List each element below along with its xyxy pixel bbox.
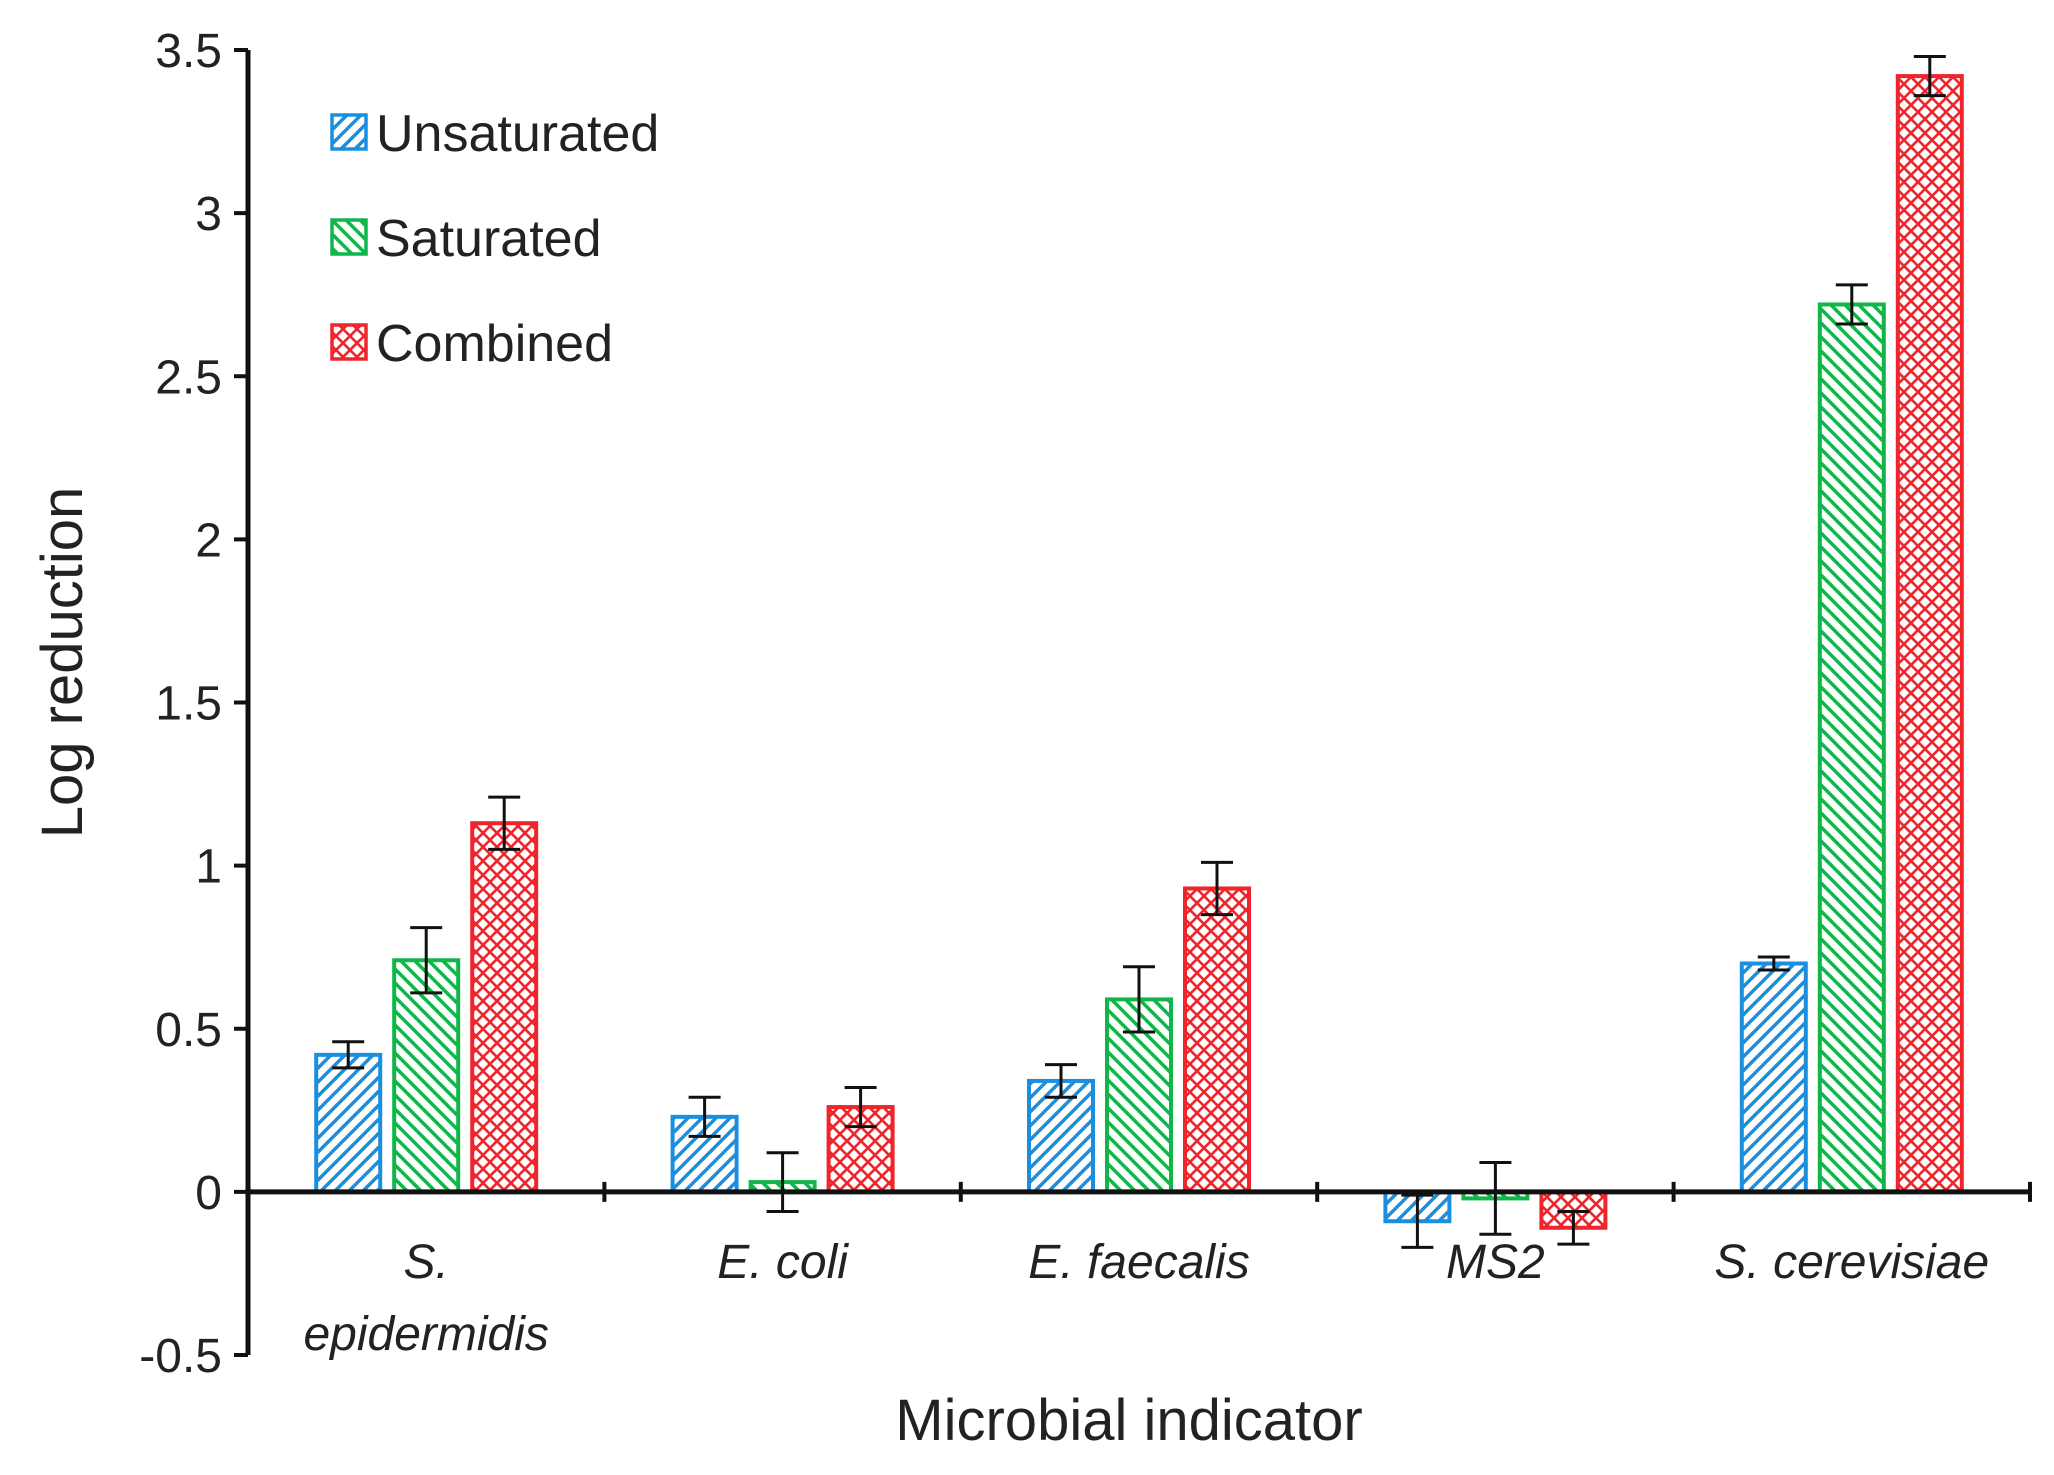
labels-layer: -0.5 0 0.5 1 1.5 2 2.5 3 3.5 S. epidermidis E. coli… [30,25,1989,1453]
bar-unsaturated-4 [1739,961,1808,1194]
error-bar-saturated-3 [1479,1161,1512,1236]
y-axis-title: Log reduction [30,487,95,838]
y-tick-label: 2 [195,514,222,567]
bar-combined-0 [470,821,539,1194]
y-tick-label: 1 [195,841,222,894]
x-category-label: S. [404,1236,449,1289]
legend-swatch-combined [330,323,368,361]
y-tick-label: 0.5 [155,1004,222,1057]
y-tick-label: 3 [195,188,222,241]
legend-label-combined: Combined [376,315,613,373]
error-bar-combined-1 [844,1085,877,1129]
error-bar-saturated-4 [1835,283,1868,326]
error-bar-saturated-1 [766,1151,799,1213]
error-bar-combined-2 [1201,860,1233,917]
x-category-label: epidermidis [303,1308,548,1361]
error-bar-saturated-0 [410,926,443,995]
y-tick-label: 3.5 [155,25,222,78]
legend-label-saturated: Saturated [376,210,602,268]
x-category-label: MS2 [1446,1236,1545,1289]
error-bar-combined-3 [1557,1209,1590,1246]
legend-swatch-saturated [330,218,368,256]
x-category-label: E. faecalis [1028,1236,1249,1289]
x-category-label: E. coli [717,1236,849,1289]
legend: Unsaturated Saturated Combined [330,105,659,373]
bar-unsaturated-1 [670,1114,739,1194]
x-axis-title: Microbial indicator [895,1388,1362,1453]
bar-combined-4 [1895,74,1964,1194]
error-bar-combined-0 [488,795,521,851]
legend-label-unsaturated: Unsaturated [376,105,659,163]
y-tick-label: -0.5 [139,1330,222,1383]
y-tick-label: 1.5 [155,678,222,731]
bar-saturated-4 [1817,302,1886,1194]
error-bars-layer [332,55,1946,1249]
x-category-label: S. cerevisiae [1714,1236,1989,1289]
error-bar-saturated-2 [1123,965,1155,1034]
error-bar-unsaturated-4 [1757,955,1790,972]
bar-unsaturated-0 [314,1052,383,1194]
y-tick-label: 0 [195,1167,222,1220]
axes-layer [234,48,2032,1357]
error-bar-combined-4 [1913,55,1946,98]
bar-unsaturated-2 [1027,1078,1095,1194]
error-bar-unsaturated-1 [688,1095,721,1138]
bar-saturated-0 [392,958,461,1194]
error-bar-unsaturated-2 [1045,1063,1077,1099]
y-tick-label: 2.5 [155,351,222,404]
error-bar-unsaturated-3 [1401,1193,1434,1249]
legend-swatch-unsaturated [330,113,368,151]
bar-combined-2 [1183,886,1251,1194]
error-bar-unsaturated-0 [332,1040,365,1070]
